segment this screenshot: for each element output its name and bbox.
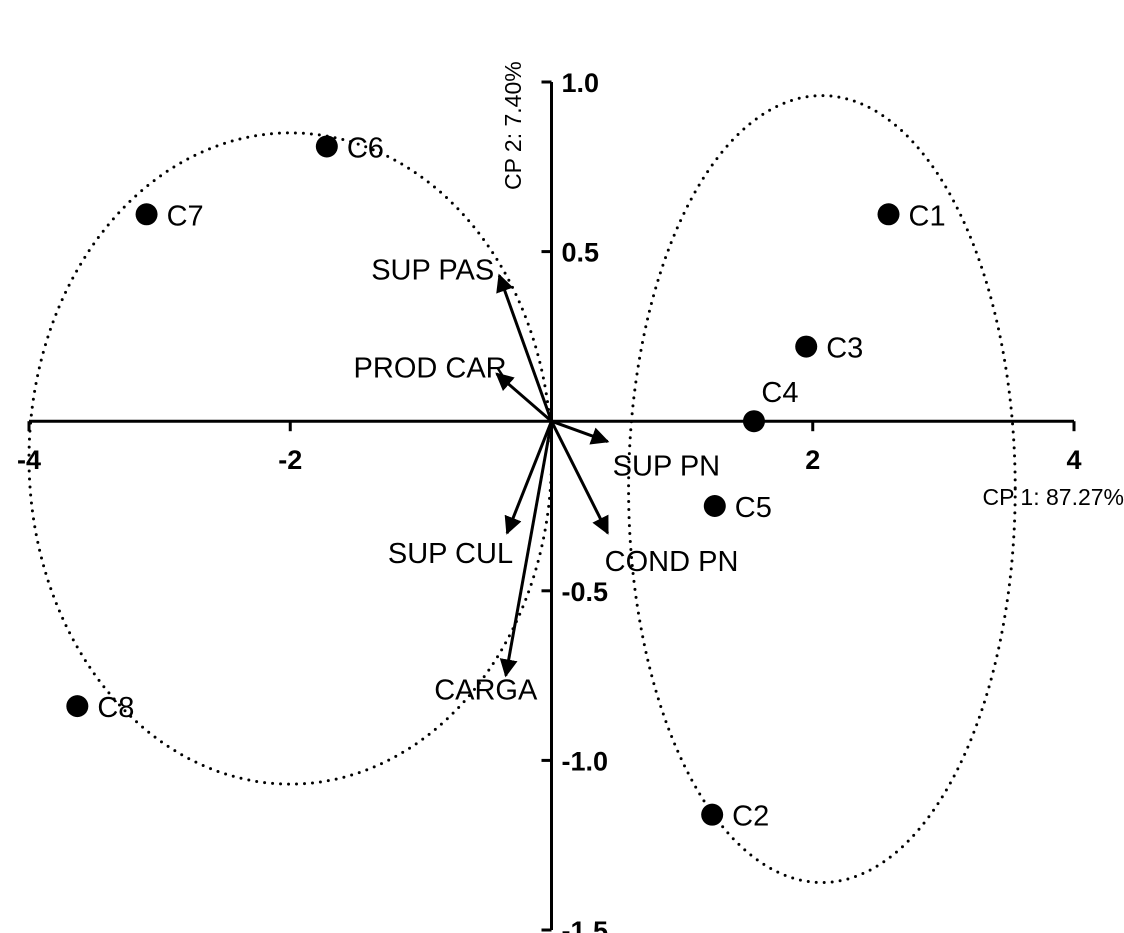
vector-arrow-sup-pas — [496, 273, 553, 422]
point-c8 — [66, 695, 89, 718]
x-axis-ticks: -4 -2 2 4 — [17, 421, 1082, 475]
point-label-c4: C4 — [761, 377, 798, 409]
y-axis-title: CP 2: 7.40% — [500, 61, 526, 190]
loading-vectors: SUP PAS PROD CAR SUP PN SUP CUL COND PN CARGA — [354, 254, 739, 706]
vector-arrow-sup-cul — [504, 420, 553, 535]
y-tick-label: -1.5 — [562, 916, 609, 933]
vector-label-sup-pas: SUP PAS — [371, 254, 494, 286]
vector-arrow-cond-pn — [550, 420, 610, 535]
point-c4 — [742, 410, 765, 433]
vector-label-prod-car: PROD CAR — [354, 353, 507, 385]
y-tick-label: 0.5 — [562, 238, 600, 268]
x-tick-label: 4 — [1066, 445, 1081, 475]
point-label-c3: C3 — [826, 333, 863, 365]
point-c2 — [701, 803, 724, 826]
y-tick-label: 1.0 — [562, 68, 600, 98]
point-label-c2: C2 — [732, 801, 769, 833]
vector-arrow-sup-pn — [550, 419, 610, 445]
point-c1 — [877, 203, 900, 226]
axes: -4 -2 2 4 1.0 0.5 -0.5 -1.0 -1.5 — [17, 68, 1082, 933]
x-tick-label: -2 — [278, 445, 302, 475]
vector-label-sup-pn: SUP PN — [613, 451, 720, 483]
y-axis-ticks: 1.0 0.5 -0.5 -1.0 -1.5 — [541, 68, 609, 933]
y-tick-label: -0.5 — [562, 577, 609, 607]
score-points: C1 C2 C3 C4 C5 C6 C7 C8 — [66, 132, 946, 833]
point-label-c1: C1 — [909, 200, 946, 232]
point-label-c5: C5 — [735, 492, 772, 524]
x-tick-label: -4 — [17, 445, 41, 475]
point-label-c7: C7 — [167, 200, 204, 232]
vector-label-sup-cul: SUP CUL — [388, 538, 513, 570]
vector-arrow-carga — [499, 420, 553, 678]
vector-label-carga: CARGA — [434, 675, 538, 707]
group-ellipse-2 — [627, 94, 1017, 885]
point-c6 — [315, 135, 338, 158]
point-c7 — [135, 203, 158, 226]
x-tick-label: 2 — [805, 445, 820, 475]
vector-label-cond-pn: COND PN — [605, 546, 739, 578]
point-label-c6: C6 — [347, 132, 384, 164]
x-axis-title: CP 1: 87.27% — [982, 484, 1124, 510]
point-c5 — [703, 495, 726, 517]
point-label-c8: C8 — [97, 692, 134, 724]
point-c3 — [795, 335, 818, 358]
vector-arrow-prod-car — [495, 372, 553, 423]
y-tick-label: -1.0 — [562, 746, 609, 776]
